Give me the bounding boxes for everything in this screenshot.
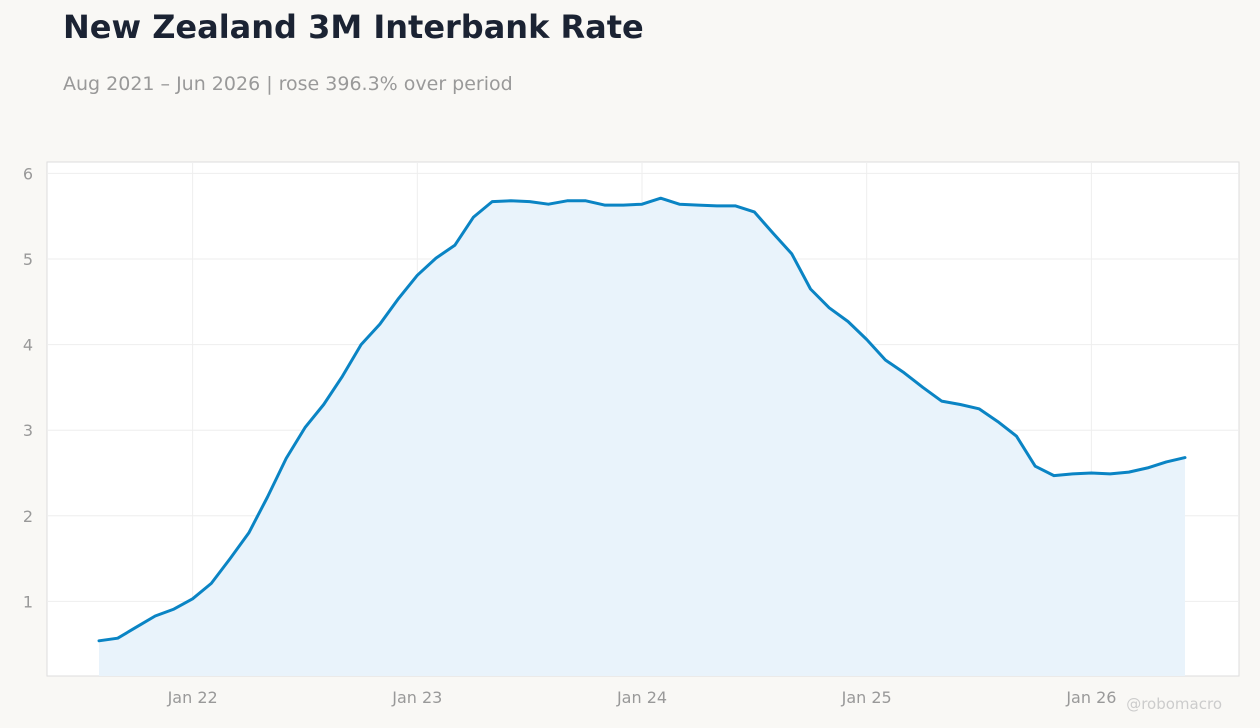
x-tick-label: Jan 26 <box>1065 688 1116 707</box>
y-tick-label: 2 <box>23 507 33 526</box>
chart-title: New Zealand 3M Interbank Rate <box>63 8 644 46</box>
y-tick-label: 3 <box>23 421 33 440</box>
area-fill <box>99 198 1185 676</box>
x-tick-label: Jan 25 <box>841 688 892 707</box>
tick-labels: 1 2 3 4 5 6 Jan 22 Jan 23 Jan 24 Jan 25 Jan 26 <box>23 164 1117 707</box>
watermark: @robomacro <box>1126 695 1222 713</box>
series-line <box>97 196 1187 643</box>
y-tick-label: 1 <box>23 592 33 611</box>
y-tick-label: 6 <box>23 164 33 183</box>
x-tick-label: Jan 22 <box>167 688 218 707</box>
chart-subtitle: Aug 2021 – Jun 2026 | rose 396.3% over p… <box>63 73 513 95</box>
x-tick-label: Jan 24 <box>616 688 667 707</box>
x-tick-label: Jan 23 <box>391 688 442 707</box>
y-tick-label: 4 <box>23 336 33 355</box>
y-tick-label: 5 <box>23 250 33 269</box>
